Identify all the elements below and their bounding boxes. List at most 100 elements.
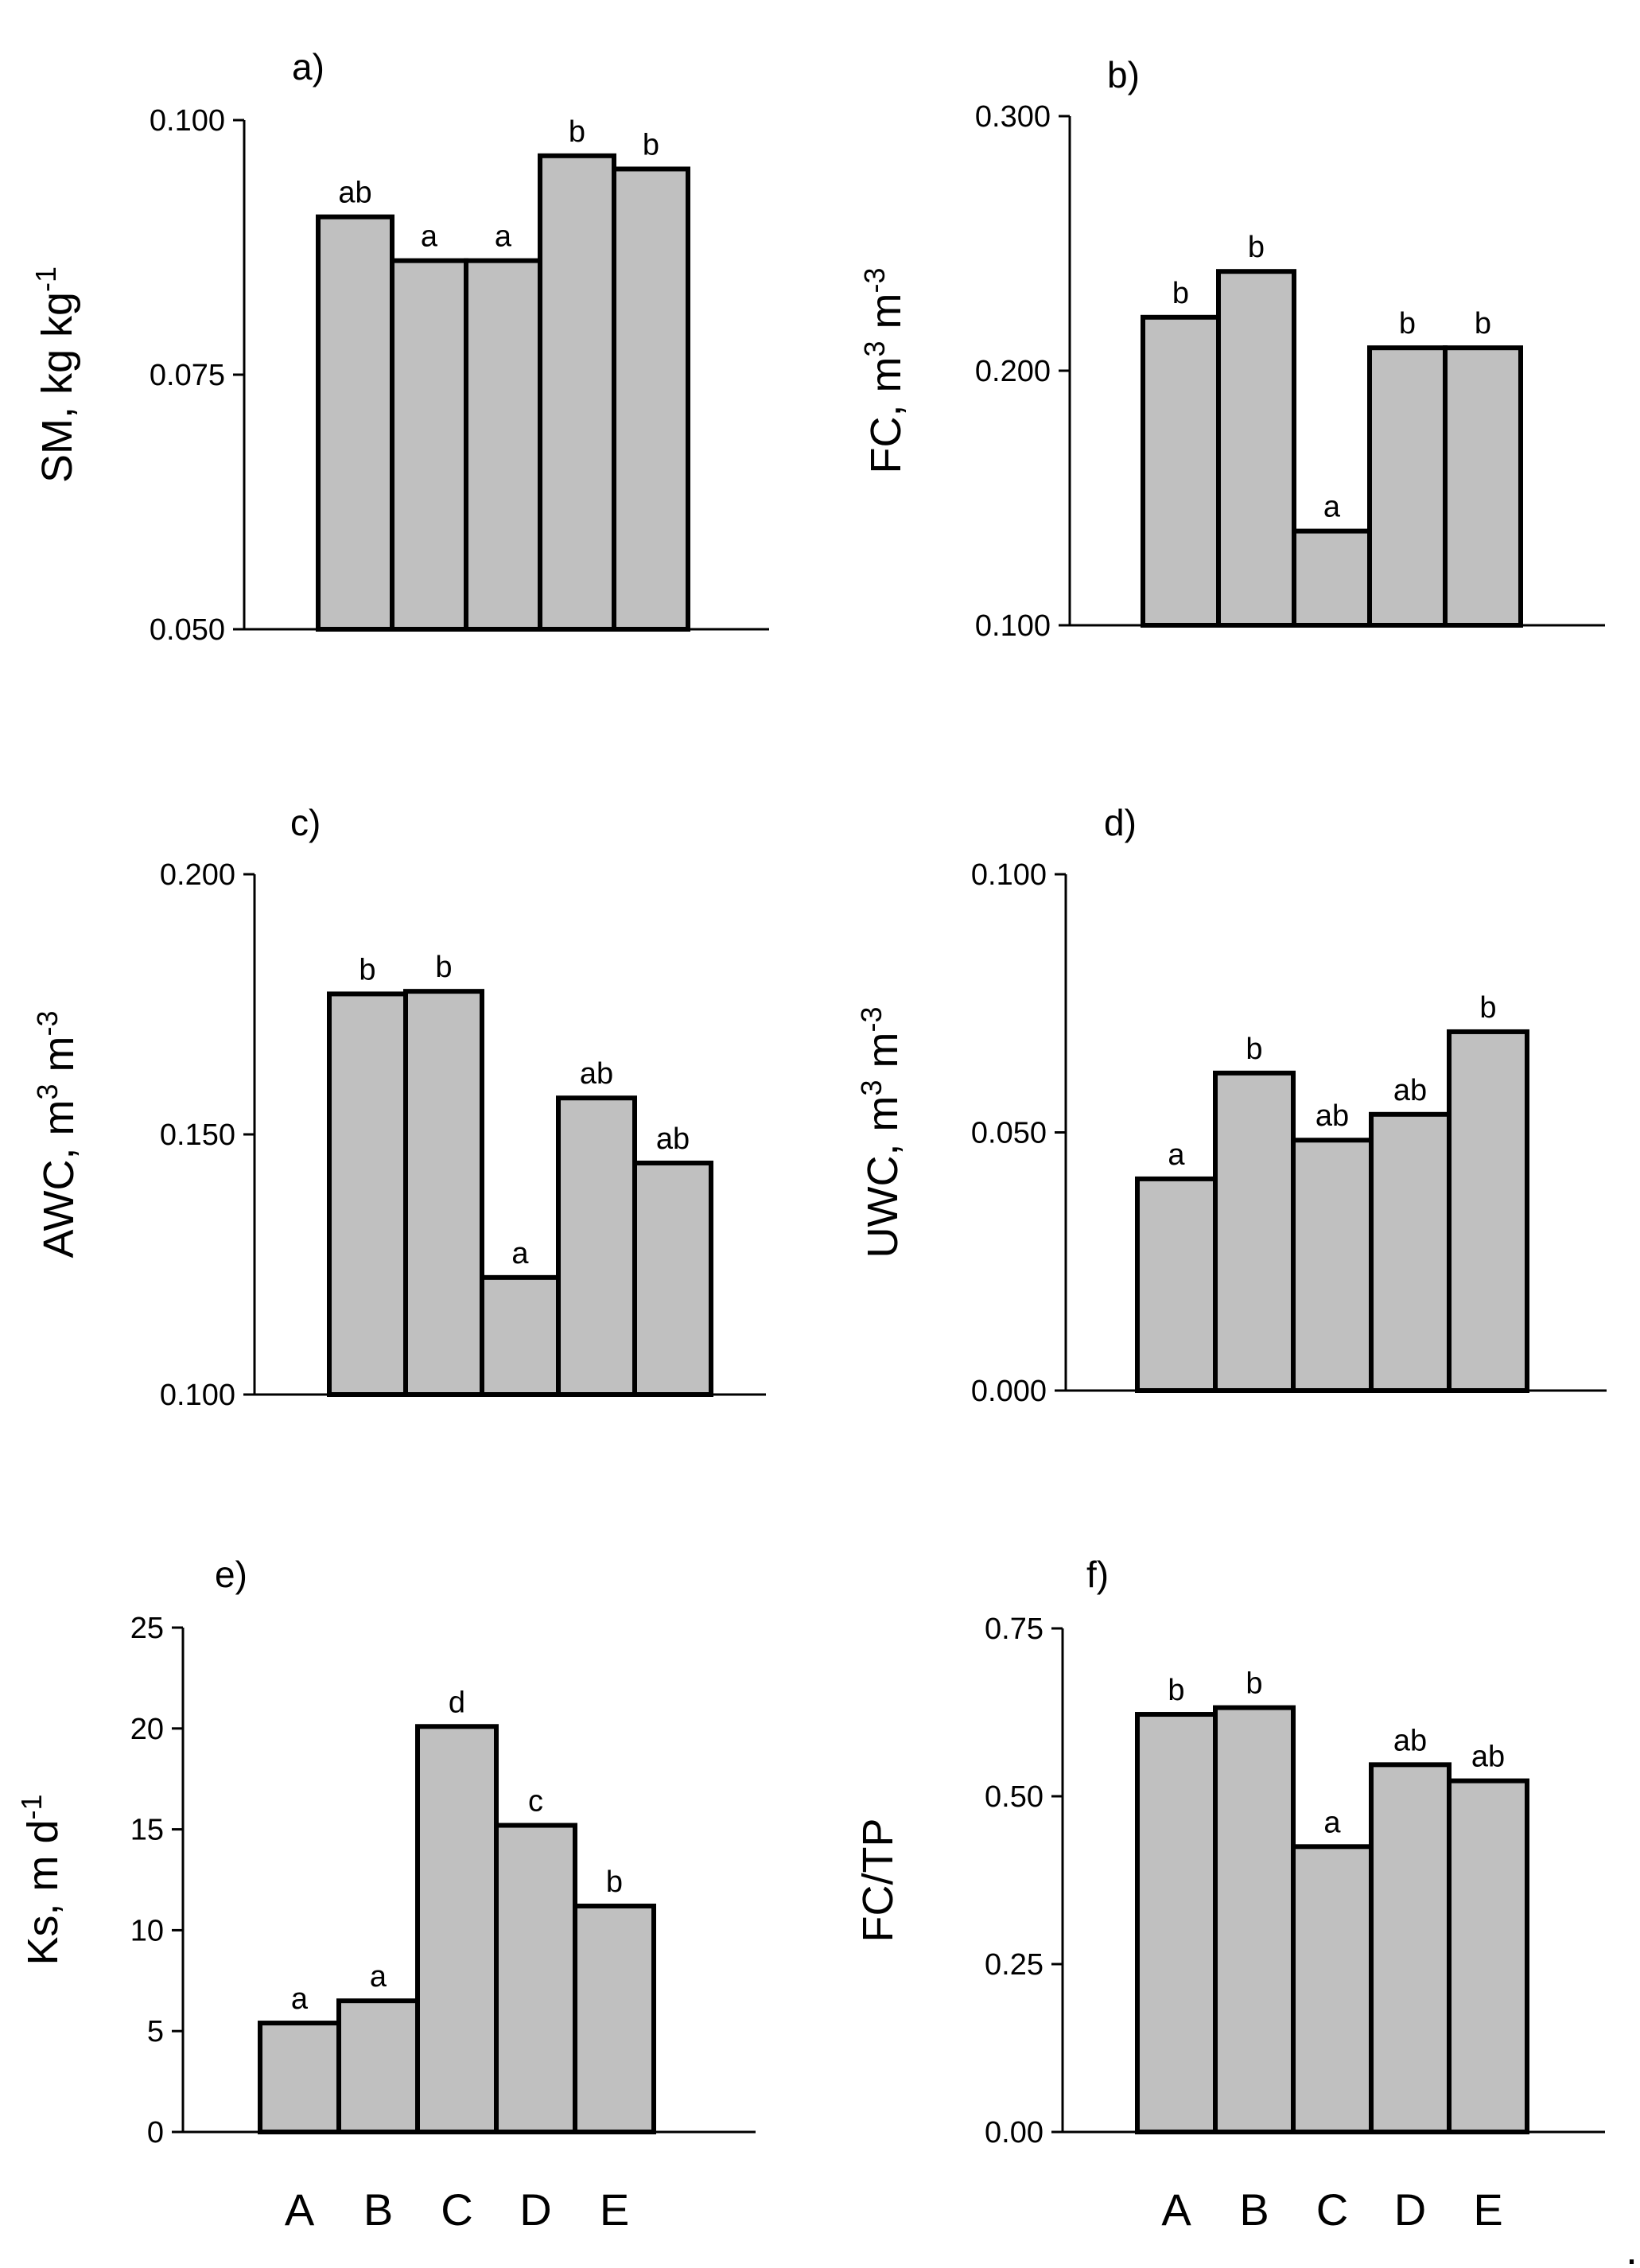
panel-label: f) bbox=[1086, 1554, 1109, 1595]
bar-A bbox=[1135, 1712, 1218, 2134]
y-axis-title: FC, m3 m-3 bbox=[858, 267, 910, 473]
significance-label: b bbox=[359, 953, 375, 986]
y-tick-label: 0.200 bbox=[975, 355, 1051, 388]
y-tick-label: 0.050 bbox=[150, 613, 225, 647]
panel-label: b) bbox=[1107, 54, 1140, 95]
significance-label: d bbox=[449, 1686, 465, 1719]
y-axis-title: UWC, m3 m-3 bbox=[855, 1007, 907, 1258]
chart-panel-f: 0.00 0.25 0.50 0.75 b Ab Ba Cab Dab Ef) FC/TP bbox=[854, 1554, 1605, 2235]
panel-label: d) bbox=[1104, 802, 1137, 843]
significance-label: a bbox=[511, 1237, 529, 1270]
significance-label: ab bbox=[1393, 1074, 1427, 1107]
bar-E bbox=[1447, 1029, 1529, 1393]
x-category-label: D bbox=[519, 2184, 551, 2235]
significance-label: b bbox=[1172, 277, 1189, 310]
y-tick-label: 0.100 bbox=[971, 858, 1047, 892]
bar-C bbox=[1291, 1844, 1374, 2135]
bar-E bbox=[1443, 345, 1523, 628]
bar-C bbox=[1292, 528, 1372, 628]
bar-D bbox=[1367, 345, 1448, 628]
bar-B bbox=[1216, 269, 1296, 628]
significance-label: b bbox=[569, 115, 585, 149]
chart-panel-e: 0 5 10 15 20 25 a Aa Bd Cc Db Ee) Ks, m d-1 bbox=[15, 1554, 756, 2235]
y-tick-label: 15 bbox=[130, 1814, 164, 1847]
chart-panel-b: 0.100 0.200 0.300 b b a b b b) FC, m3 m-3 bbox=[858, 54, 1605, 643]
bar-C bbox=[480, 1274, 561, 1397]
panel-label: c) bbox=[290, 802, 321, 843]
y-tick-label: 0.75 bbox=[985, 1612, 1043, 1646]
bar-D bbox=[556, 1095, 637, 1397]
significance-label: a bbox=[1323, 491, 1341, 524]
significance-label: b bbox=[606, 1865, 623, 1899]
bar-D bbox=[538, 153, 616, 632]
y-tick-label: 0 bbox=[147, 2116, 164, 2149]
significance-label: ab bbox=[1393, 1724, 1427, 1757]
x-category-label: C bbox=[1316, 2184, 1348, 2235]
y-axis-title: Ks, m d-1 bbox=[15, 1794, 67, 1965]
trailing-period: . bbox=[1626, 2226, 1638, 2268]
y-tick-label: 0.050 bbox=[971, 1117, 1047, 1150]
significance-label: ab bbox=[580, 1057, 613, 1091]
y-tick-label: 25 bbox=[130, 1612, 164, 1645]
x-category-label: A bbox=[285, 2184, 315, 2235]
significance-label: ab bbox=[1471, 1741, 1505, 1774]
bar-C bbox=[1291, 1138, 1374, 1393]
y-tick-label: 0.300 bbox=[975, 100, 1051, 134]
panel-label: e) bbox=[215, 1554, 247, 1595]
bar-A bbox=[258, 2021, 341, 2134]
bar-D bbox=[494, 1823, 577, 2135]
significance-label: a bbox=[291, 1982, 309, 2016]
y-tick-label: 20 bbox=[130, 1713, 164, 1746]
x-category-label: B bbox=[1239, 2184, 1269, 2235]
y-tick-label: 0.00 bbox=[985, 2116, 1043, 2149]
panel-label: a) bbox=[292, 46, 325, 88]
y-tick-label: 0.25 bbox=[985, 1948, 1043, 1982]
significance-label: b bbox=[435, 951, 452, 984]
significance-label: b bbox=[1399, 307, 1416, 340]
y-tick-label: 10 bbox=[130, 1914, 164, 1947]
significance-label: a bbox=[1323, 1806, 1341, 1839]
significance-label: b bbox=[1168, 1674, 1184, 1707]
significance-label: c bbox=[528, 1785, 543, 1819]
y-tick-label: 0.150 bbox=[160, 1118, 235, 1152]
y-tick-label: 0.100 bbox=[160, 1379, 235, 1412]
bar-B bbox=[1213, 1070, 1296, 1393]
y-tick-label: 0.100 bbox=[975, 609, 1051, 643]
bar-E bbox=[573, 1903, 656, 2135]
bar-D bbox=[1369, 1111, 1452, 1394]
y-tick-label: 0.000 bbox=[971, 1375, 1047, 1408]
y-tick-label: 0.50 bbox=[985, 1780, 1043, 1814]
x-category-label: A bbox=[1161, 2184, 1191, 2235]
significance-label: a bbox=[495, 220, 512, 254]
significance-label: b bbox=[1479, 991, 1496, 1025]
bar-B bbox=[403, 989, 484, 1398]
significance-label: a bbox=[1168, 1138, 1185, 1172]
bar-C bbox=[415, 1724, 499, 2134]
y-tick-label: 0.200 bbox=[160, 858, 235, 892]
significance-label: a bbox=[421, 220, 438, 254]
y-tick-label: 5 bbox=[147, 2015, 164, 2048]
y-axis-title: FC/TP bbox=[854, 1819, 902, 1943]
significance-label: b bbox=[1246, 1667, 1262, 1701]
bar-A bbox=[1141, 314, 1221, 628]
bar-B bbox=[336, 1998, 420, 2134]
x-category-label: E bbox=[1473, 2184, 1502, 2235]
bar-C bbox=[464, 258, 542, 632]
bar-A bbox=[1135, 1176, 1218, 1394]
y-tick-label: 0.075 bbox=[150, 359, 225, 392]
bar-D bbox=[1369, 1762, 1452, 2135]
bar-E bbox=[1447, 1778, 1529, 2134]
significance-label: b bbox=[643, 128, 659, 161]
significance-label: ab bbox=[1315, 1099, 1349, 1133]
significance-label: b bbox=[1248, 231, 1265, 264]
significance-label: b bbox=[1475, 307, 1491, 340]
bar-B bbox=[390, 258, 468, 632]
significance-label: ab bbox=[656, 1122, 690, 1156]
x-category-label: E bbox=[600, 2184, 629, 2235]
bar-B bbox=[1213, 1705, 1296, 2135]
significance-label: b bbox=[1246, 1033, 1262, 1066]
bar-A bbox=[327, 991, 408, 1398]
